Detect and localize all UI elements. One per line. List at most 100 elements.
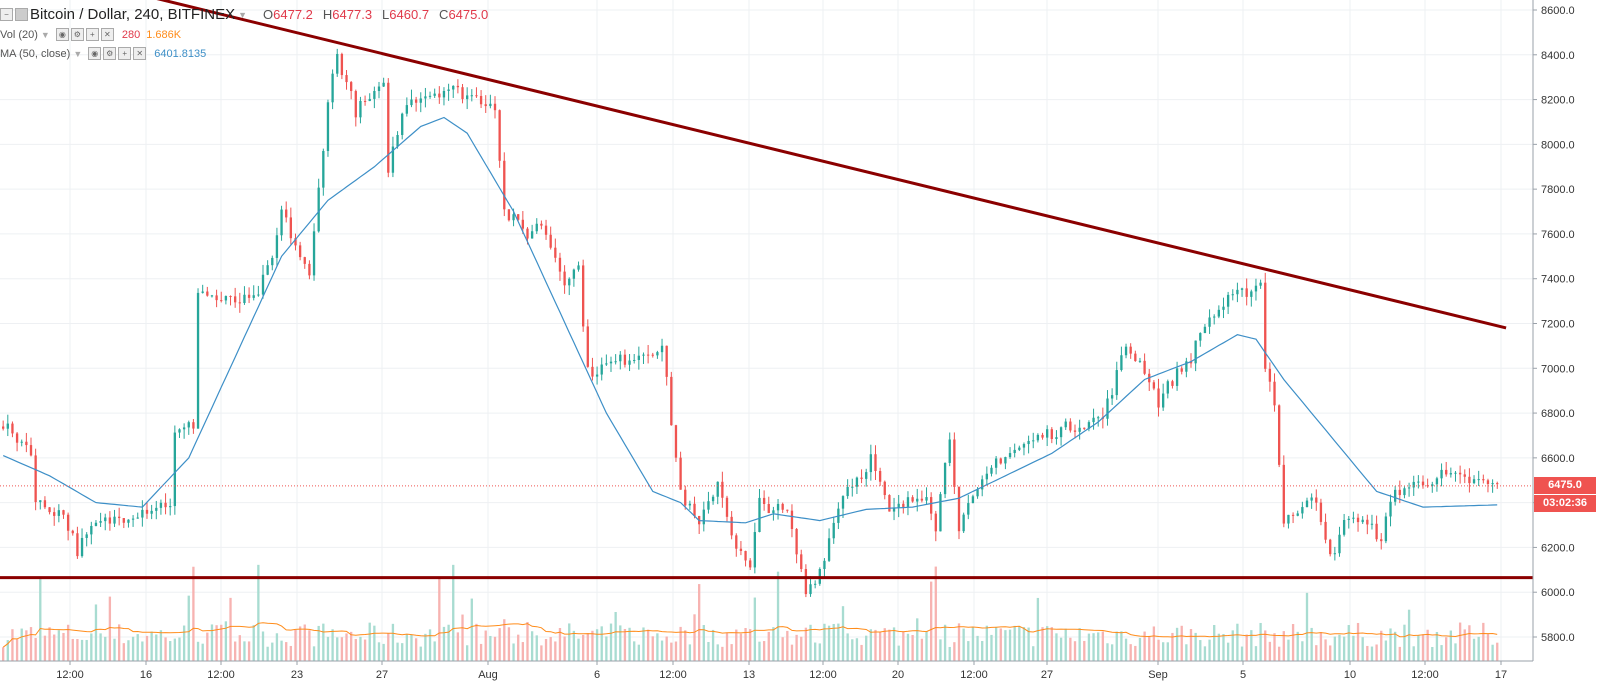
candle-body <box>1199 333 1202 341</box>
volume-study-name[interactable]: Vol (20) <box>0 28 38 41</box>
volume-bar <box>1013 625 1016 661</box>
volume-bar <box>568 623 571 661</box>
volume-bar <box>619 625 622 661</box>
candle-body <box>1366 519 1369 525</box>
add-icon[interactable]: + <box>118 47 132 60</box>
time-tick-label: 17 <box>1495 669 1507 681</box>
symbol-legend: − Bitcoin / Dollar, 240, BITFINEX ▼ O 647… <box>0 6 488 23</box>
candle-body <box>563 271 566 286</box>
candle-body <box>169 506 172 508</box>
volume-bar <box>62 632 65 661</box>
volume-bar <box>1240 646 1244 661</box>
candle-body <box>1352 517 1355 519</box>
candle-body <box>628 360 631 365</box>
candle-body <box>707 501 710 510</box>
candle-body <box>869 454 873 473</box>
candle-body <box>540 223 543 226</box>
volume-bar <box>489 635 492 661</box>
symbol-title[interactable]: Bitcoin / Dollar, 240, BITFINEX <box>30 6 236 23</box>
candle-body <box>373 90 376 99</box>
candle-body <box>220 300 223 302</box>
volume-bar <box>943 624 947 661</box>
candle-body <box>776 503 780 511</box>
volume-bar <box>1041 627 1044 661</box>
volume-bar <box>1254 646 1258 661</box>
volume-bar <box>210 624 214 661</box>
candle-body <box>48 507 51 513</box>
chevron-down-icon[interactable]: ▼ <box>238 9 247 20</box>
volume-bar <box>424 633 427 661</box>
candle-body <box>382 82 385 87</box>
volume-bar <box>809 624 812 661</box>
candle-body <box>1069 421 1072 431</box>
candle-body <box>345 75 348 83</box>
candle-body <box>1115 370 1118 396</box>
ma-50-line <box>2 116 1498 524</box>
chevron-down-icon[interactable]: ▼ <box>73 48 83 59</box>
volume-bar <box>1458 622 1462 661</box>
candle-body <box>767 504 770 514</box>
candle-body <box>660 345 664 353</box>
candle-body <box>735 535 738 549</box>
add-icon[interactable]: + <box>85 28 99 41</box>
settings-icon[interactable]: ⚙ <box>70 28 84 41</box>
price-axis-bg <box>1533 0 1600 661</box>
candle-body <box>206 291 209 296</box>
volume-bar <box>934 566 937 661</box>
volume-bar <box>391 623 395 661</box>
close-icon[interactable]: ✕ <box>133 47 147 60</box>
candle-body <box>271 257 274 266</box>
volume-bar <box>25 630 28 661</box>
candle-body <box>1384 516 1388 542</box>
volume-bar <box>169 641 172 661</box>
candle-body <box>1087 422 1091 429</box>
volume-bar <box>456 632 460 661</box>
candle-body <box>679 457 682 490</box>
candle-body <box>1342 520 1346 535</box>
volume-bar <box>781 637 784 661</box>
ma-study-name[interactable]: MA (50, close) <box>0 47 71 60</box>
candle-body <box>609 361 613 364</box>
collapse-icon[interactable]: − <box>0 8 13 21</box>
volume-bar <box>1120 631 1123 661</box>
candle-body <box>34 455 37 503</box>
volume-bar <box>911 635 914 661</box>
volume-bar <box>1301 641 1304 661</box>
volume-bar <box>289 645 293 661</box>
close-icon[interactable]: ✕ <box>100 28 114 41</box>
volume-bar <box>507 627 511 661</box>
candle-body <box>916 498 919 502</box>
candle-body <box>1050 429 1053 440</box>
volume-bar <box>693 614 696 661</box>
candle-body <box>336 53 339 74</box>
candle-body <box>1435 478 1439 485</box>
candle-body <box>401 113 404 135</box>
candle-body <box>298 245 302 258</box>
volume-bar <box>591 630 594 661</box>
volume-bar <box>744 628 747 661</box>
volume-bar <box>1273 633 1276 661</box>
candle-body <box>716 481 719 497</box>
volume-bar <box>484 630 487 661</box>
candle-body <box>447 89 450 92</box>
eye-icon[interactable]: ◉ <box>88 47 102 60</box>
volume-bar <box>1055 633 1058 661</box>
candle-body <box>1305 500 1309 508</box>
time-tick-label: 20 <box>892 669 904 681</box>
eye-icon[interactable]: ◉ <box>55 28 69 41</box>
chevron-down-icon[interactable]: ▼ <box>40 29 50 40</box>
candle-body <box>814 583 817 585</box>
candle-body <box>749 560 752 568</box>
candle-body <box>1356 517 1360 523</box>
candle-body <box>141 509 144 518</box>
settings-icon[interactable]: ⚙ <box>103 47 117 60</box>
candle-body <box>1092 417 1095 423</box>
candle-body <box>192 422 195 429</box>
volume-bar <box>1222 634 1225 661</box>
candle-body <box>823 560 826 570</box>
volume-bar <box>419 646 422 661</box>
candle-body <box>1250 291 1253 297</box>
candle-body <box>1259 282 1262 286</box>
volume-bar <box>702 625 705 661</box>
